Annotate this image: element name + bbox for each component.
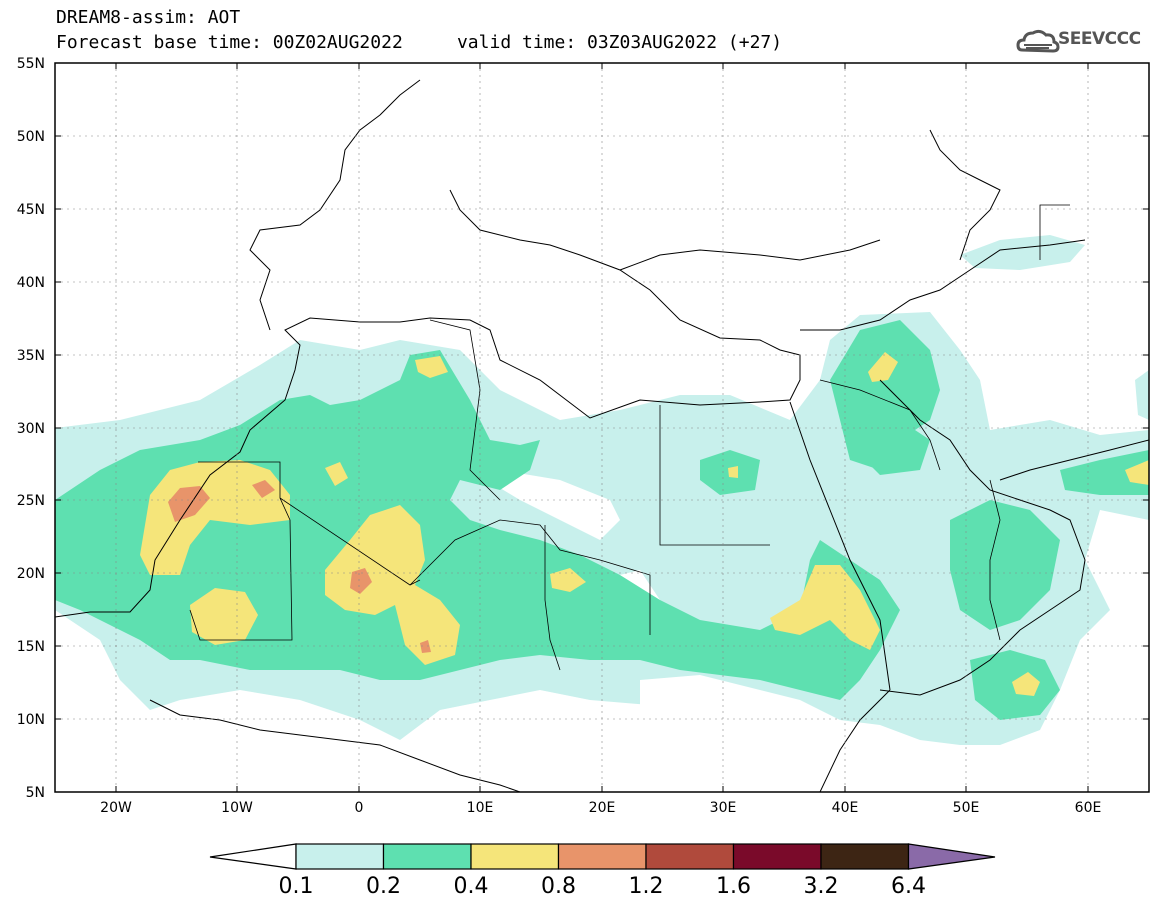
lat-tick-label: 15N [17,639,45,655]
lon-tick-label: 40E [832,800,859,816]
aot-level-0.2 [55,350,900,700]
axis-ticks [55,62,1149,793]
title-line-2: Forecast base time: 00Z02AUG2022 valid t… [56,32,783,53]
color-bar-label: 0.8 [541,874,576,899]
lat-tick-label: 20N [17,566,45,582]
lon-tick-label: 60E [1075,800,1102,816]
lon-tick-label: 20W [100,800,132,816]
color-bar-swatch [382,843,472,870]
lat-tick-label: 45N [17,202,45,218]
color-bar-over-arrow [907,843,996,870]
color-bar-swatch [295,843,385,870]
color-bar [209,843,996,870]
country-borders [189,204,1070,671]
lat-tick-label: 55N [17,56,45,72]
lat-tick-label: 10N [17,712,45,728]
color-bar-swatch [470,843,560,870]
color-bar-swatch [732,843,822,870]
color-bar-label: 0.4 [454,874,489,899]
lon-tick-label: 10E [467,800,494,816]
aot-level-0.8 [168,486,210,522]
lon-tick-label: 50E [953,800,980,816]
lon-tick-label: 20E [589,800,616,816]
color-bar-under-arrow [209,843,297,870]
color-bar-label: 1.2 [629,874,664,899]
lon-tick-label: 0 [355,800,364,816]
title-line-1: DREAM8-assim: AOT [56,7,241,28]
lat-tick-label: 25N [17,493,45,509]
color-bar-label: 0.1 [279,874,314,899]
graticule [55,63,1149,792]
logo-text: SEEVCCC [1058,29,1141,49]
color-bar-swatch [557,843,647,870]
color-bar-swatch [645,843,735,870]
color-bar-swatch [820,843,910,870]
coastlines [55,79,1149,792]
cloud-icon [1016,29,1060,53]
lat-tick-label: 40N [17,275,45,291]
aot-level-0.4 [140,460,290,575]
lat-tick-label: 30N [17,421,45,437]
lon-tick-label: 10W [221,800,253,816]
color-bar-label: 3.2 [804,874,839,899]
lat-tick-label: 5N [26,785,45,801]
lat-tick-label: 35N [17,348,45,364]
color-bar-label: 0.2 [366,874,401,899]
color-bar-label: 1.6 [716,874,751,899]
color-bar-label: 6.4 [891,874,926,899]
aot-field [55,235,1149,745]
lon-tick-label: 30E [710,800,737,816]
lat-tick-label: 50N [17,129,45,145]
